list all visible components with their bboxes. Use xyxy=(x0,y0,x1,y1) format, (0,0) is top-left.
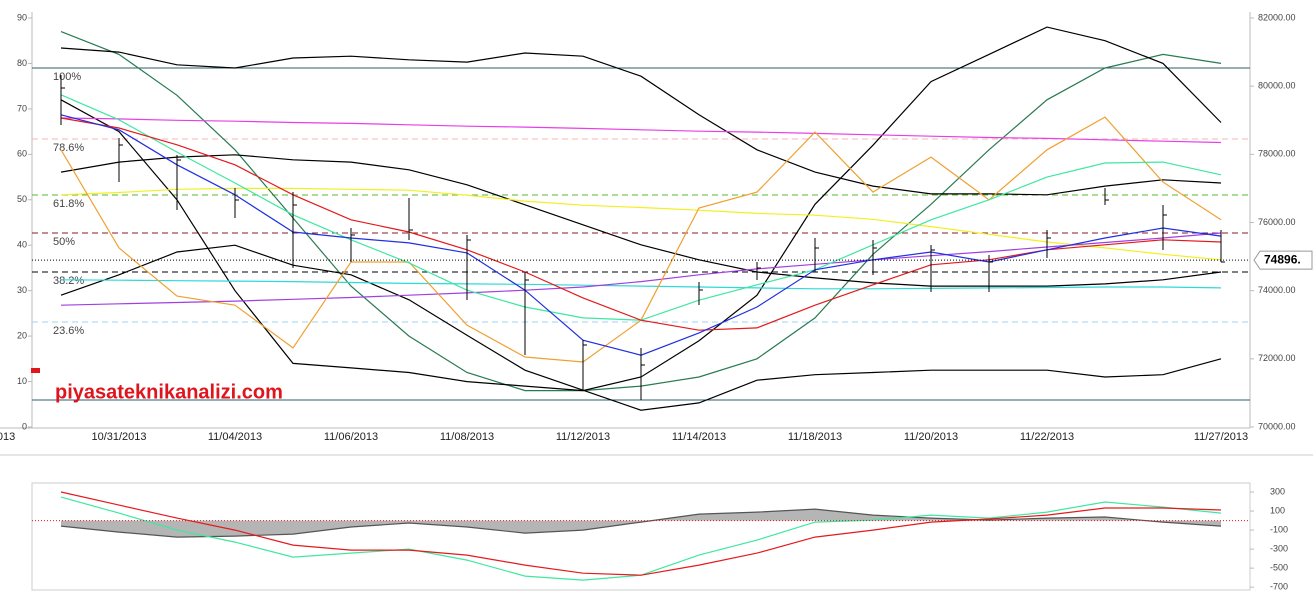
y-tick-label: 70 xyxy=(17,103,27,113)
fib-level-label: 50% xyxy=(53,236,75,248)
series-line xyxy=(60,491,1222,576)
last-price-box xyxy=(1253,250,1313,270)
x-tick-label: 11/27/2013 xyxy=(1194,431,1248,443)
x-tick-label: 2013 xyxy=(0,431,15,443)
lower-panel: -700 -500 -300 -100 100 300 xyxy=(32,486,1288,592)
x-tick-label: 11/04/2013 xyxy=(208,431,262,443)
fib-level-label: 61.8% xyxy=(53,198,84,210)
y2-tick-label: 78000.00 xyxy=(1258,149,1296,159)
x-tick-label: 11/12/2013 xyxy=(556,431,610,443)
y-tick-label: 0 xyxy=(22,421,27,431)
series-line xyxy=(60,279,1222,290)
y2-tick-label: 74000.00 xyxy=(1258,285,1296,295)
x-tick-label: 11/20/2013 xyxy=(904,431,958,443)
y-tick-label: 60 xyxy=(17,149,27,159)
watermark-mark xyxy=(31,368,40,373)
series-line xyxy=(60,117,1222,331)
lower-panel-frame xyxy=(31,482,1251,591)
y-tick-label: -300 xyxy=(1270,543,1288,553)
x-tick-label: 11/18/2013 xyxy=(788,431,842,443)
y2-tick-label: 82000.00 xyxy=(1258,12,1296,22)
fib-level-label: 23.6% xyxy=(53,325,84,337)
x-tick-label: 11/22/2013 xyxy=(1020,431,1074,443)
y-tick-label: 30 xyxy=(17,285,27,295)
x-tick-label: 11/06/2013 xyxy=(324,431,378,443)
y-tick-label: 90 xyxy=(17,12,27,22)
fib-level-label: 38.2% xyxy=(53,275,84,287)
y-tick-label: -100 xyxy=(1270,524,1288,534)
series-line xyxy=(60,187,1222,261)
series-line xyxy=(60,232,1222,306)
histogram-area xyxy=(61,509,1221,538)
y-tick-label: 40 xyxy=(17,240,27,250)
y2-tick-label: 80000.00 xyxy=(1258,81,1296,91)
y-tick-label: 300 xyxy=(1270,486,1285,496)
y-tick-label: 100 xyxy=(1270,505,1285,515)
y-tick-label: 50 xyxy=(17,194,27,204)
series-line xyxy=(60,154,1222,287)
series-line xyxy=(60,244,1222,411)
y2-tick-label: 70000.00 xyxy=(1258,421,1296,431)
y-tick-label: 80 xyxy=(17,58,27,68)
y-tick-label: -500 xyxy=(1270,562,1288,572)
y-tick-label: 20 xyxy=(17,330,27,340)
series-line xyxy=(60,47,1222,196)
y2-tick-label: 76000.00 xyxy=(1258,217,1296,227)
y-tick-label: 10 xyxy=(17,376,27,386)
watermark: piyasateknikanalizi.com xyxy=(55,381,283,403)
fib-level-label: 100% xyxy=(53,71,81,83)
series-line xyxy=(60,117,1222,144)
fib-level-label: 78.6% xyxy=(53,142,84,154)
x-tick-label: 10/31/2013 xyxy=(91,431,146,443)
main-panel: 0 10 20 30 40 50 60 70 80 90 70000.00 72000.00 74000… xyxy=(0,12,1313,443)
y2-tick-label: 72000.00 xyxy=(1258,353,1296,363)
x-tick-label: 11/14/2013 xyxy=(672,431,726,443)
x-tick-label: 11/08/2013 xyxy=(440,431,494,443)
last-price-label: 74896. xyxy=(1264,252,1301,266)
y-tick-label: -700 xyxy=(1270,582,1288,592)
